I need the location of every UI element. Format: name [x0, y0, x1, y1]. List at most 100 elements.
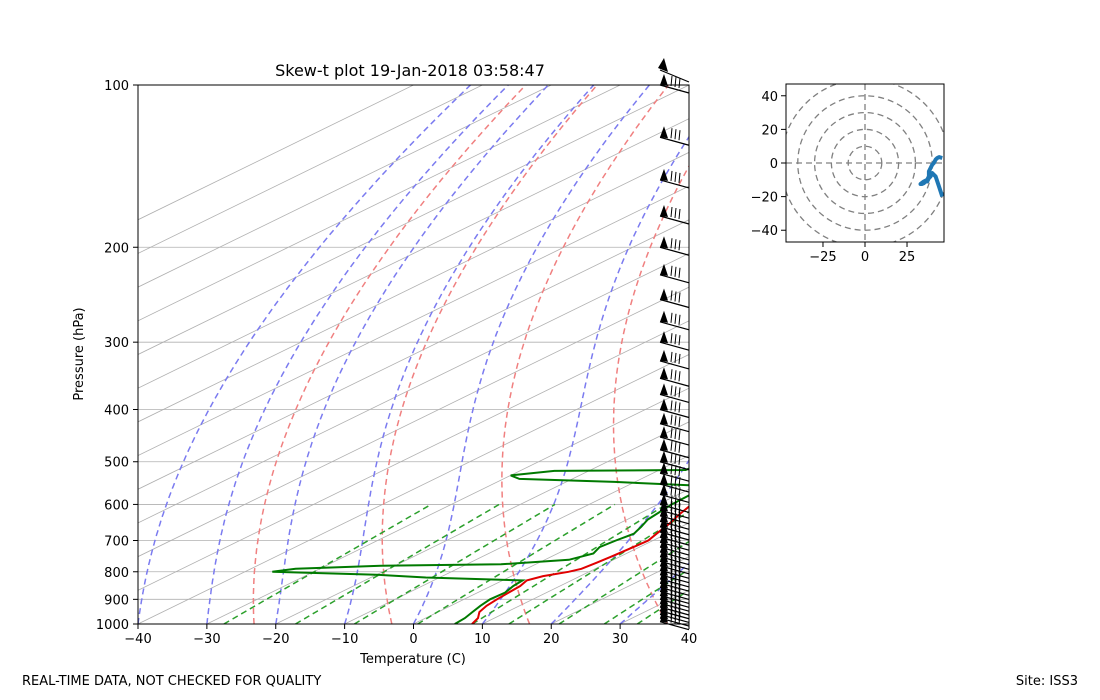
wind-barb-tick: [670, 290, 673, 301]
wind-barb-tick: [678, 614, 681, 625]
wind-barb-tick: [678, 353, 681, 364]
wind-barb-tick: [674, 334, 677, 345]
isotherm-line: [551, 556, 689, 624]
hodograph-x-tick-label: 25: [899, 250, 916, 265]
wind-barb-tick: [674, 613, 677, 624]
wind-barb-tick: [670, 428, 673, 439]
wind-barb-tick: [678, 466, 681, 477]
wind-barb-flag: [660, 126, 668, 139]
wind-barb-shaft: [659, 321, 690, 331]
wind-barb-flag: [660, 288, 668, 301]
wind-barb-tick: [670, 400, 673, 411]
isotherm-line: [138, 219, 689, 490]
isotherm-line: [413, 488, 689, 624]
wind-barb-tick: [674, 486, 677, 497]
mixing-ratio-line: [508, 510, 689, 624]
y-tick-label: 400: [104, 404, 129, 419]
hodograph-y-tick-label: 20: [761, 123, 778, 138]
moist-adiabat-line: [275, 85, 549, 624]
wind-barb-tick: [670, 128, 673, 139]
wind-barb-tick: [678, 371, 681, 382]
wind-barb-flag: [660, 74, 668, 86]
wind-barb: [659, 204, 690, 225]
y-tick-label: 200: [104, 241, 129, 256]
wind-barb-tick: [670, 170, 673, 181]
wind-barb-tick: [678, 477, 681, 488]
isotherm-line: [619, 589, 689, 624]
wind-barb: [659, 398, 690, 419]
wind-barb-shaft: [659, 360, 690, 370]
y-tick-label: 900: [104, 593, 129, 608]
wind-barb: [659, 412, 690, 433]
hodograph-x-tick-label: −25: [809, 250, 836, 265]
wind-barb-tick: [670, 414, 673, 425]
x-tick-label: −40: [124, 632, 151, 647]
wind-barb-tick: [670, 485, 673, 496]
wind-barb-tick: [674, 313, 677, 324]
mixing-ratio-lines: [223, 503, 689, 624]
wind-barb: [659, 426, 690, 446]
wind-barb-tick: [670, 528, 673, 539]
wind-barb-tick: [678, 387, 681, 398]
wind-barb-tick: [670, 440, 673, 451]
moist-adiabat-line: [206, 85, 509, 624]
wind-barb: [659, 236, 690, 256]
isotherm-line: [344, 455, 689, 624]
wind-barb-shaft: [659, 84, 690, 94]
moist-adiabat-line: [343, 85, 595, 624]
x-tick-label: 20: [543, 632, 560, 647]
wind-barb-flag: [660, 263, 668, 276]
y-tick-label: 1000: [96, 618, 129, 633]
isotherm-line: [138, 320, 689, 591]
wind-barb-flag: [660, 168, 668, 181]
wind-barb-tick: [674, 386, 677, 397]
wind-barb-tick: [670, 385, 673, 396]
wind-barb: [659, 483, 690, 504]
mixing-ratio-line: [417, 503, 616, 624]
wind-barb-tick: [674, 370, 677, 381]
chart-title: Skew-t plot 19-Jan-2018 03:58:47: [275, 61, 545, 80]
y-tick-label: 600: [104, 498, 129, 513]
wind-barb-tick: [674, 507, 677, 518]
dry-adiabat-line: [381, 85, 598, 624]
isotherm-line: [138, 85, 414, 221]
wind-barb-tick: [678, 487, 681, 498]
isotherm-line: [138, 118, 689, 389]
moist-adiabat-line: [138, 85, 472, 624]
wind-barb: [659, 74, 690, 94]
wind-barb-tick: [670, 501, 673, 512]
isotherm-line: [138, 151, 689, 423]
x-axis-label: Temperature (C): [359, 652, 466, 667]
wind-barb-tick: [670, 475, 673, 486]
isotherm-line: [138, 286, 689, 558]
isotherm-line: [138, 85, 689, 355]
wind-barb: [659, 438, 690, 459]
wind-barb-tick: [678, 416, 681, 427]
wind-barb-tick: [670, 452, 673, 463]
isobar-grid: [138, 246, 689, 600]
wind-barb-tick: [674, 415, 677, 426]
wind-barb-flag: [660, 398, 668, 411]
wind-barb-tick: [678, 454, 681, 465]
dry-adiabat-line: [612, 164, 689, 624]
dry-adiabat-line: [910, 85, 1081, 624]
quality-disclaimer: REAL-TIME DATA, NOT CHECKED FOR QUALITY: [22, 674, 322, 689]
wind-barb-flag: [660, 610, 668, 623]
wind-barb-tick: [674, 496, 677, 507]
wind-barb-shaft: [659, 483, 690, 493]
wind-barb-tick: [678, 267, 681, 278]
isotherm-line: [688, 623, 689, 624]
wind-barb-tick: [670, 312, 673, 323]
site-label: Site: ISS3: [1015, 674, 1078, 689]
moist-adiabat-line: [412, 85, 650, 624]
wind-barb: [659, 126, 690, 146]
wind-barb-tick: [674, 529, 677, 540]
y-tick-label: 700: [104, 535, 129, 550]
x-tick-label: −30: [193, 632, 220, 647]
wind-barb: [659, 310, 690, 331]
wind-barb-flag: [660, 450, 668, 463]
y-tick-label: 500: [104, 456, 129, 471]
isotherm-line: [138, 85, 621, 322]
y-axis-ticks: 100 200 300 400 500 600 700 800 900 1000: [96, 79, 138, 633]
wind-barb-tick: [674, 171, 677, 182]
